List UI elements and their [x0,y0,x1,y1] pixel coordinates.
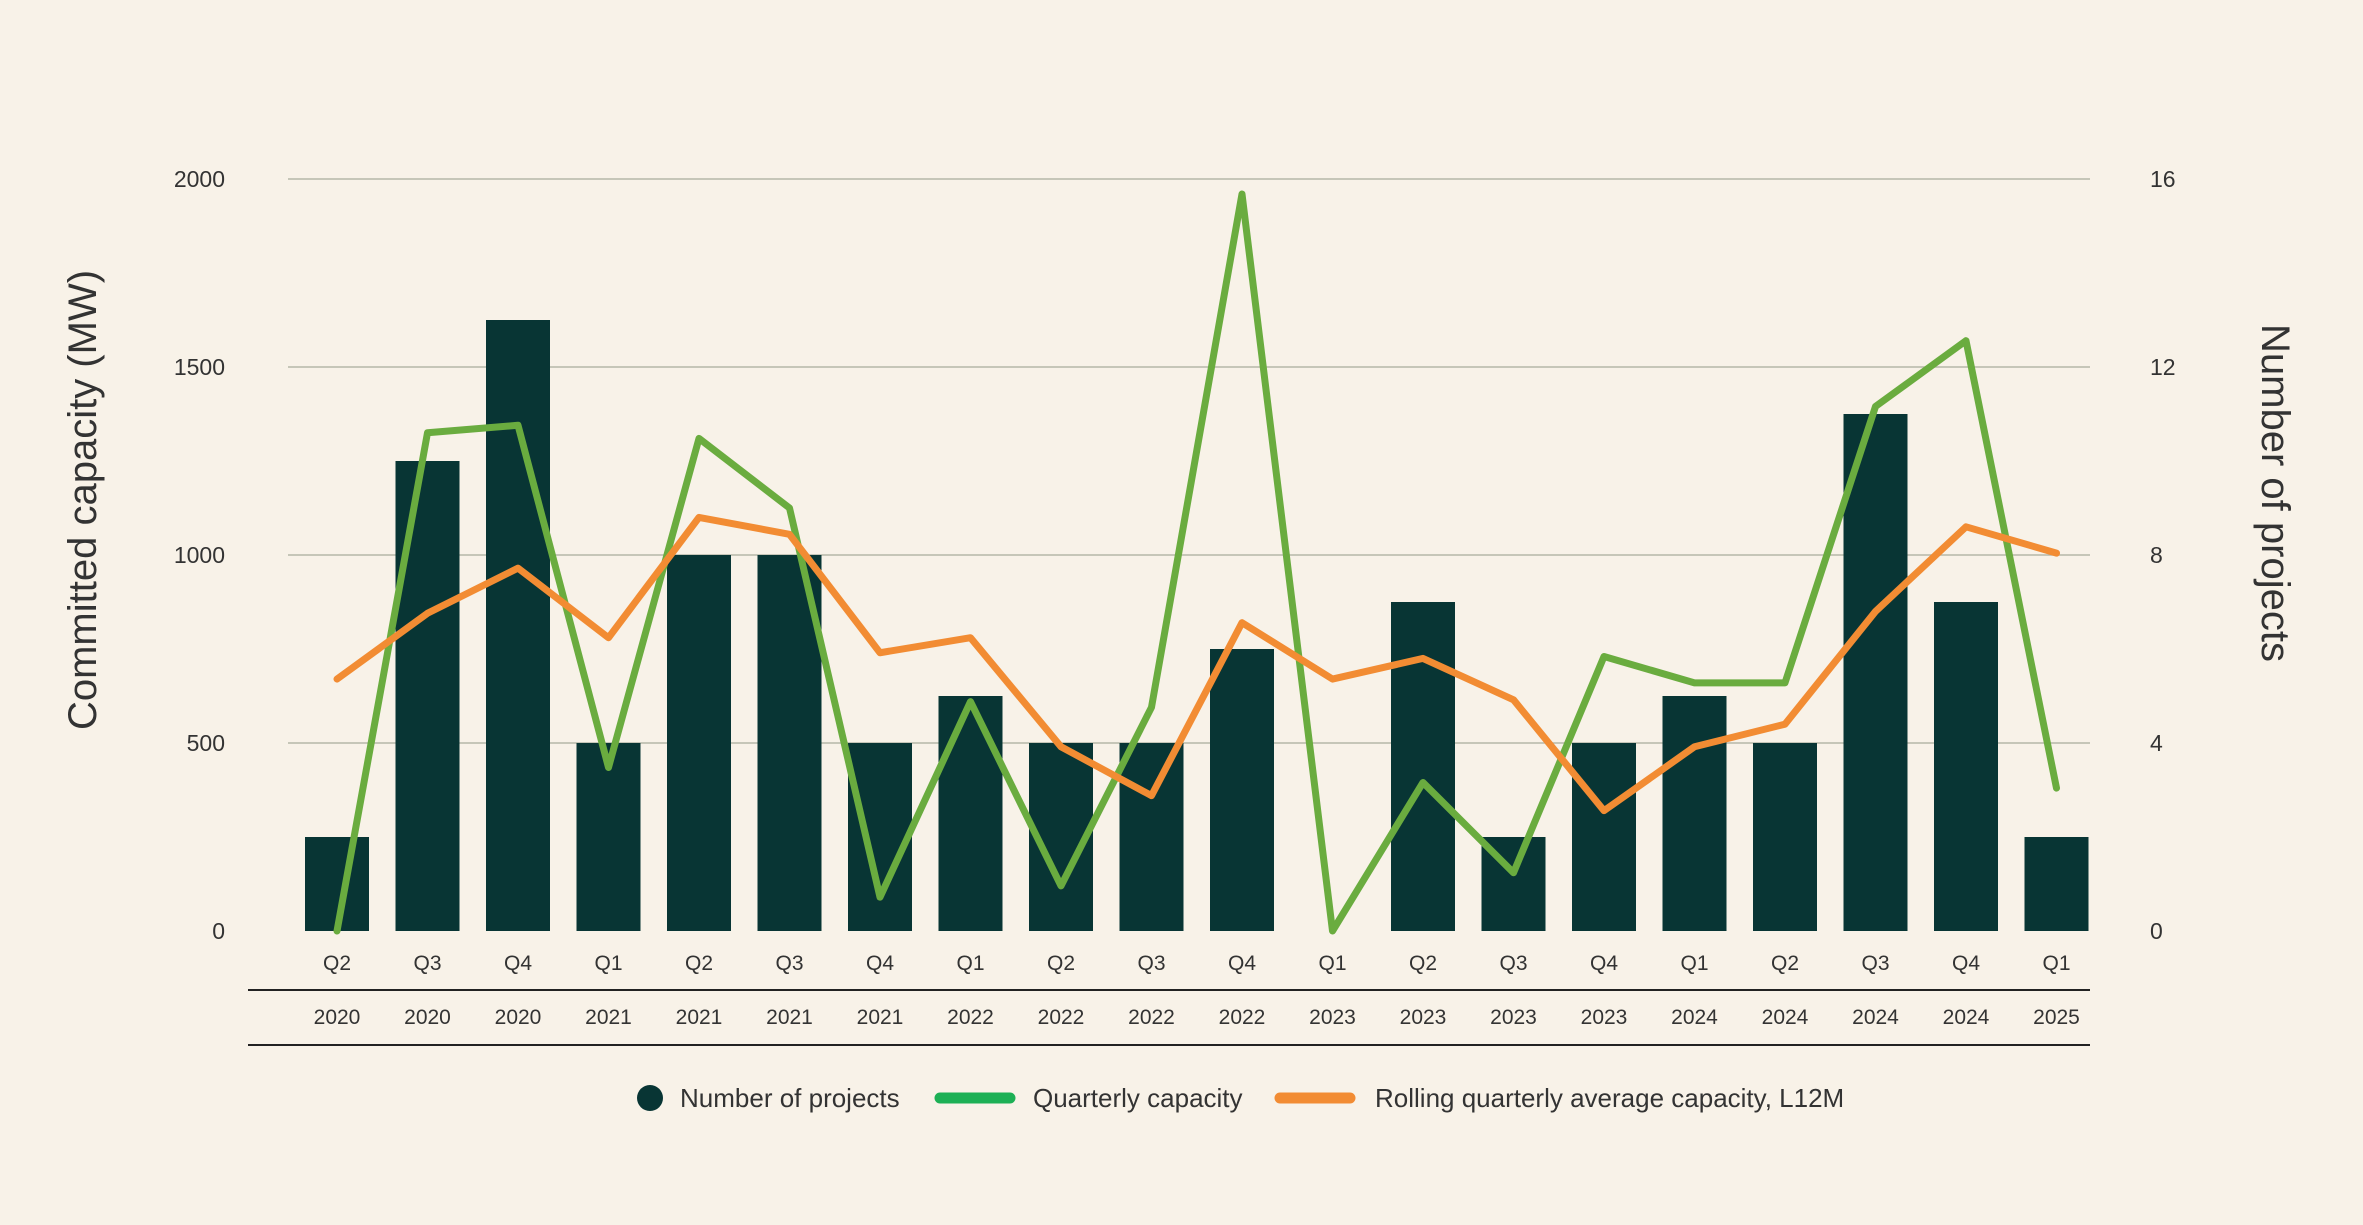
legend: Number of projects Quarterly capacity Roll… [637,1083,1844,1113]
bar-number-of-projects [1572,743,1636,931]
x-tick-quarter: Q1 [594,952,622,975]
y-axis-right-title: Number of projects [2253,324,2297,662]
y-right-tick-label: 16 [2150,166,2176,192]
x-tick-year: 2024 [1943,1006,1990,1029]
bar-number-of-projects [1934,602,1998,931]
x-tick-year: 2020 [495,1006,542,1029]
bar-number-of-projects [1210,649,1274,931]
x-tick-year: 2023 [1309,1006,1356,1029]
x-tick-quarter: Q4 [1590,952,1618,975]
x-tick-year: 2021 [676,1006,723,1029]
x-tick-quarter: Q4 [1952,952,1980,975]
bar-number-of-projects [667,555,731,931]
x-tick-year: 2023 [1581,1006,1628,1029]
bar-number-of-projects [1391,602,1455,931]
bar-number-of-projects [757,555,822,931]
y-right-tick-label: 8 [2150,542,2163,568]
x-tick-quarter: Q4 [866,952,894,975]
x-tick-quarter: Q3 [1861,952,1889,975]
x-tick-quarter: Q2 [1409,952,1437,975]
y-right-tick-label: 4 [2150,730,2163,756]
bar-number-of-projects [1843,414,1908,931]
y-right-tick-label: 12 [2150,354,2176,380]
y-left-tick-label: 2000 [174,166,225,192]
x-tick-year: 2020 [314,1006,361,1029]
x-tick-year: 2024 [1671,1006,1718,1029]
x-tick-quarter: Q3 [775,952,803,975]
y-left-tick-label: 1000 [174,542,225,568]
bar-number-of-projects [1119,743,1184,931]
gridlines [288,178,2090,744]
x-tick-year: 2023 [1490,1006,1537,1029]
x-tick-year: 2021 [585,1006,632,1029]
x-tick-year: 2024 [1852,1006,1899,1029]
x-tick-quarter: Q1 [956,952,984,975]
x-tick-year: 2021 [766,1006,813,1029]
x-tick-quarter: Q2 [1047,952,1075,975]
legend-label: Quarterly capacity [1033,1083,1243,1113]
x-tick-year: 2022 [1219,1006,1266,1029]
y-right-tick-label: 0 [2150,918,2163,944]
bar-number-of-projects [938,696,1003,931]
x-tick-quarter: Q4 [1228,952,1256,975]
x-tick-year: 2023 [1400,1006,1447,1029]
line-rolling-average-capacity [333,513,2060,815]
bar-number-of-projects [848,743,912,931]
legend-label: Rolling quarterly average capacity, L12M [1375,1083,1844,1113]
x-tick-year: 2024 [1762,1006,1809,1029]
x-tick-quarter: Q2 [1771,952,1799,975]
x-tick-year: 2022 [947,1006,994,1029]
x-tick-quarter: Q1 [1318,952,1346,975]
y-left-tick-label: 0 [212,918,225,944]
bar-number-of-projects [576,743,641,931]
bar-number-of-projects [2024,837,2089,931]
bar-number-of-projects [1753,743,1817,931]
x-tick-year: 2022 [1128,1006,1175,1029]
x-tick-quarter: Q1 [1680,952,1708,975]
line-quarterly-capacity [333,190,2060,935]
x-tick-year: 2021 [857,1006,904,1029]
x-tick-year: 2020 [404,1006,451,1029]
bar-number-of-projects [1662,696,1727,931]
y-axis-left-title: Committed capacity (MW) [61,270,105,730]
y-left-tick-label: 1500 [174,354,225,380]
bar-number-of-projects [395,461,460,931]
lines [333,190,2060,935]
x-tick-year: 2025 [2033,1006,2080,1029]
x-tick-quarter: Q2 [323,952,351,975]
x-tick-quarter: Q1 [2042,952,2070,975]
y-left-tick-label: 500 [187,730,225,756]
x-tick-quarter: Q3 [413,952,441,975]
legend-label: Number of projects [680,1083,900,1113]
x-tick-quarter: Q3 [1137,952,1165,975]
x-tick-quarter: Q4 [504,952,532,975]
x-tick-quarter: Q2 [685,952,713,975]
axes: 0 0 500 4 1000 8 1500 12 2000 16 Q2 Q3 Q4 Q1 Q2 Q3 Q4 Q1 Q… [174,166,2176,1046]
x-tick-year: 2022 [1038,1006,1085,1029]
legend-marker-number-of-projects [637,1085,663,1111]
x-tick-quarter: Q3 [1499,952,1527,975]
bar-number-of-projects [486,320,550,931]
